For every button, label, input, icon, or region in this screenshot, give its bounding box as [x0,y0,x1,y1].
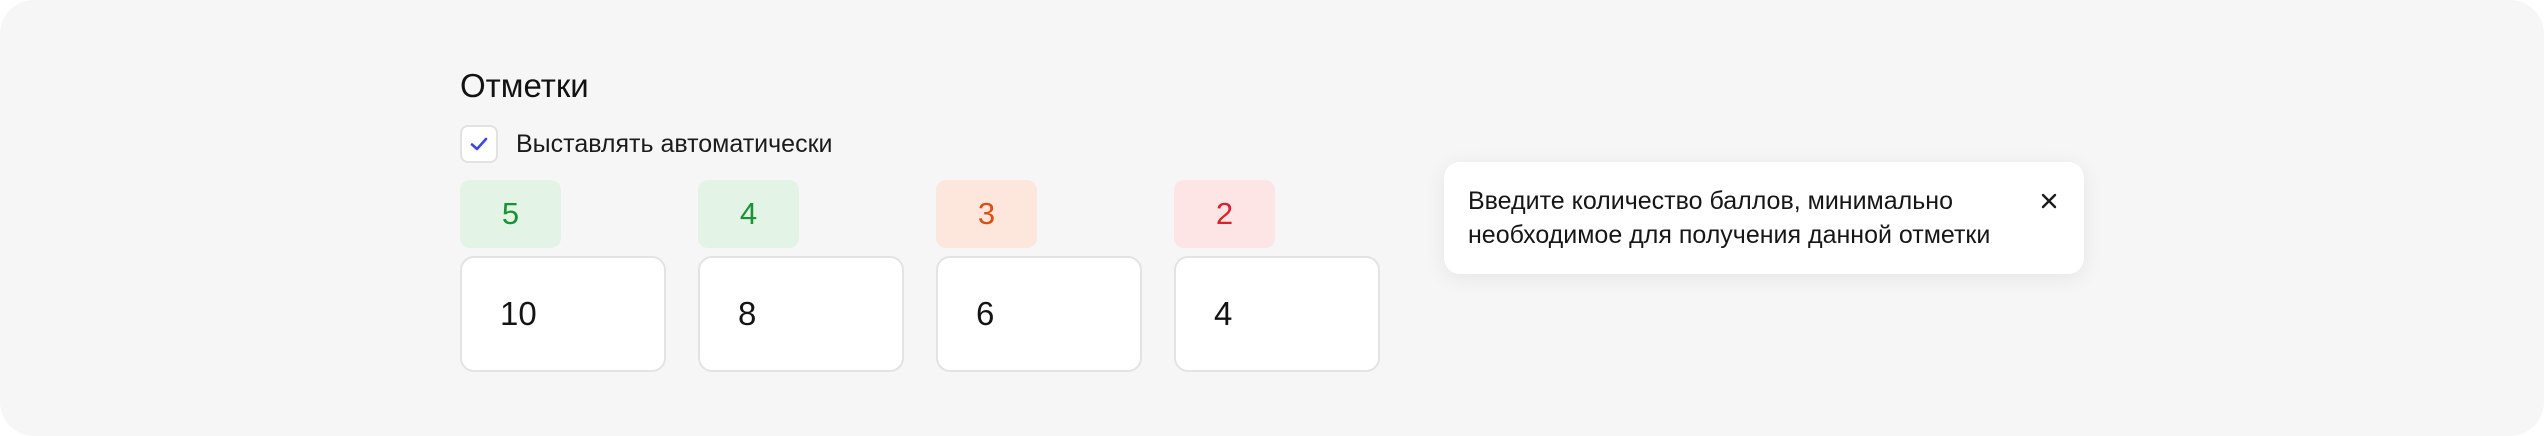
grade-column-4: 4 [698,180,904,372]
grade-column-3: 3 [936,180,1142,372]
min-score-input[interactable] [936,256,1142,372]
auto-assign-label: Выставлять автоматически [516,129,833,158]
grade-badge: 4 [698,180,799,248]
grade-badge: 3 [936,180,1037,248]
close-icon[interactable] [2032,184,2066,218]
check-icon [470,137,488,151]
grade-column-5: 5 [460,180,666,372]
grade-column-2: 2 [1174,180,1380,372]
tooltip-text: Введите количество баллов, минимально не… [1468,187,1991,249]
min-score-input[interactable] [460,256,666,372]
auto-assign-option[interactable]: Выставлять автоматически [460,124,832,164]
grade-badge: 2 [1174,180,1275,248]
min-score-input[interactable] [1174,256,1380,372]
auto-assign-checkbox[interactable] [460,125,498,163]
section-title: Отметки [460,67,589,104]
grade-badge: 5 [460,180,561,248]
min-score-input[interactable] [698,256,904,372]
hint-tooltip: Введите количество баллов, минимально не… [1444,162,2084,274]
